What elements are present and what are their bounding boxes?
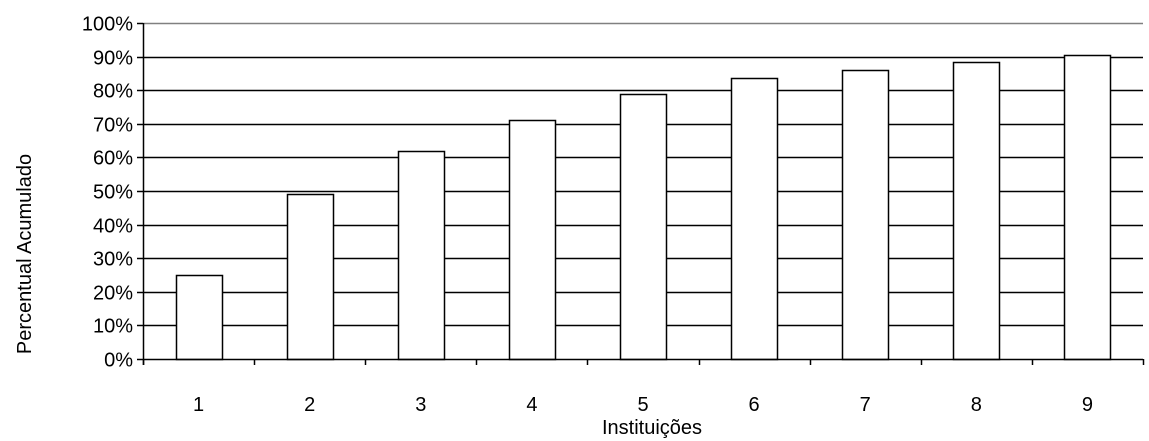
bar (952, 61, 1001, 361)
bar (508, 119, 557, 361)
bar (619, 93, 668, 361)
x-tick-label: 7 (860, 394, 871, 416)
bar (730, 77, 779, 361)
bar (175, 274, 224, 361)
y-tick-label: 40% (93, 216, 133, 238)
y-tick-label: 50% (93, 182, 133, 204)
y-tick-label: 100% (82, 14, 133, 36)
bar (841, 69, 890, 361)
y-tick-label: 70% (93, 115, 133, 137)
y-tick-label: 0% (104, 350, 133, 372)
bar (1063, 54, 1112, 361)
x-tick-label: 8 (971, 394, 982, 416)
x-tick-label: 2 (304, 394, 315, 416)
x-tick-label: 1 (193, 394, 204, 416)
y-tick-label: 20% (93, 283, 133, 305)
y-tick-label: 80% (93, 81, 133, 103)
bars (175, 54, 1112, 361)
bar (286, 193, 335, 361)
axes (137, 22, 1145, 365)
x-tick-label: 4 (526, 394, 537, 416)
x-tick-label: 6 (749, 394, 760, 416)
y-tick-label: 60% (93, 148, 133, 170)
bar (397, 150, 446, 361)
y-tick-label: 30% (93, 249, 133, 271)
y-tick-label: 10% (93, 316, 133, 338)
x-tick-labels: 1 2 3 4 5 6 7 8 9 (193, 394, 1093, 416)
x-tick-label: 9 (1082, 394, 1093, 416)
x-tick-label: 3 (415, 394, 426, 416)
y-tick-label: 90% (93, 48, 133, 70)
y-tick-labels: 0% 10% 20% 30% 40% 50% 60% 70% 80% 90% 100% (82, 14, 133, 372)
x-axis-title: Instituições (602, 417, 702, 439)
x-tick-label: 5 (637, 394, 648, 416)
y-axis-title: Percentual Acumulado (14, 154, 36, 354)
